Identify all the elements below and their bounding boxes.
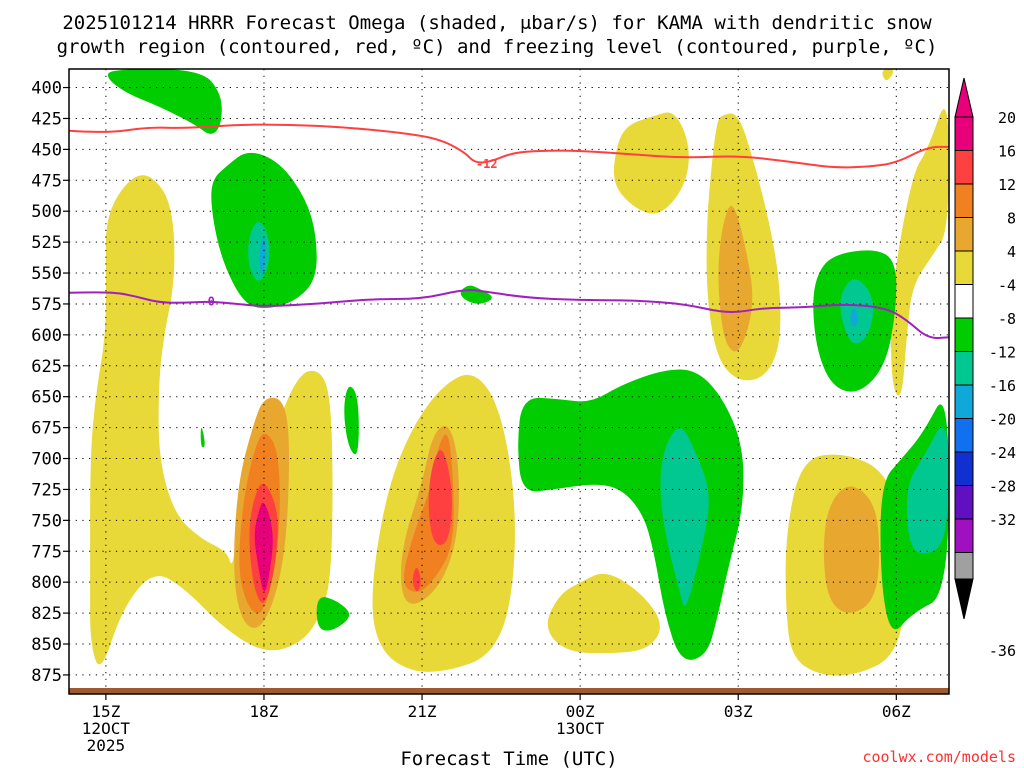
y-tick-label-550: 550 [31, 264, 62, 284]
omega-negative-12-region-1 [850, 308, 859, 327]
colorbar-swatch-1 [954, 150, 974, 185]
colorbar-swatch-13 [954, 552, 974, 580]
colorbar-swatch-5 [954, 284, 974, 319]
colorbar-swatch-8 [954, 384, 974, 419]
chart-title-line1: 2025101214 HRRR Forecast Omega (shaded, … [62, 12, 932, 34]
dendritic-snow-growth-contour [69, 123, 949, 169]
omega-positive-4-region-7 [882, 69, 894, 81]
colorbar-label-6: -8 [998, 310, 1016, 328]
colorbar-label-0: 20 [998, 109, 1016, 127]
y-tick-label-700: 700 [31, 450, 62, 470]
x-tick-label-30-line-0: 06Z [882, 702, 911, 721]
colorbar-label-13: -36 [989, 642, 1016, 660]
omega-positive-4-region-6 [891, 109, 949, 396]
colorbar-swatch-4 [954, 250, 974, 285]
omega-negative-12-region-0 [259, 236, 266, 274]
colorbar-swatch-9 [954, 418, 974, 453]
colorbar-label-12: -32 [989, 511, 1016, 529]
x-tick-label-21-line-0: 21Z [408, 702, 437, 721]
x-tick-label-15-line-2: 2025 [87, 736, 126, 755]
y-tick-label-650: 650 [31, 388, 62, 408]
colorbar-label-3: 8 [1007, 210, 1016, 228]
colorbar-label-2: 12 [998, 176, 1016, 194]
snow-growth-contour-label: -12 [476, 157, 498, 171]
y-axis: 400 425 450 475 500 525 550 575 600 625 650 675 700 7… [31, 79, 69, 686]
colorbar-label-11: -28 [989, 478, 1016, 496]
omega-positive-4-region-2 [547, 573, 660, 654]
x-tick-label-18-line-0: 18Z [250, 702, 279, 721]
x-tick-label-15-line-0: 15Z [91, 702, 120, 721]
colorbar-bottom-arrow [954, 578, 974, 620]
y-tick-label-750: 750 [31, 511, 62, 531]
y-tick-label-725: 725 [31, 480, 62, 500]
y-tick-label-800: 800 [31, 573, 62, 593]
colorbar-label-1: 16 [998, 143, 1016, 161]
y-tick-label-600: 600 [31, 326, 62, 346]
colorbar-swatch-11 [954, 485, 974, 520]
omega-negative-4-region-0 [107, 69, 222, 134]
omega-negative-8-region-2 [840, 279, 874, 344]
y-tick-label-475: 475 [31, 171, 62, 191]
colorbar: 20 16 12 8 4 -4 -8 -12 -16 -20 -24 -28 -32 -36 [954, 77, 1016, 660]
contour-layer: -12 0 [69, 123, 949, 340]
freezing-level-contour [69, 289, 949, 340]
omega-positive-8-region-2 [718, 205, 753, 352]
colorbar-label-5: -4 [998, 277, 1016, 295]
colorbar-swatch-0 [954, 116, 974, 151]
omega-positive-4-region-3 [613, 112, 689, 214]
omega-shading-layer [90, 69, 949, 676]
omega-positive-16-region-2 [412, 567, 421, 592]
y-tick-label-825: 825 [31, 604, 62, 624]
omega-negative-8-region-1 [660, 428, 709, 606]
y-tick-label-425: 425 [31, 109, 62, 129]
omega-positive-16-region-1 [428, 450, 452, 546]
omega-negative-8-region-3 [906, 427, 949, 554]
x-tick-label-15-line-1: 12OCT [82, 719, 131, 738]
freezing-level-contour-label: 0 [208, 294, 215, 308]
y-tick-label-675: 675 [31, 419, 62, 439]
omega-positive-20-region-0 [254, 502, 273, 592]
y-tick-label-525: 525 [31, 233, 62, 253]
colorbar-label-7: -12 [989, 344, 1016, 362]
y-tick-label-450: 450 [31, 140, 62, 160]
colorbar-top-arrow [954, 77, 974, 118]
omega-negative-4-region-2 [344, 386, 359, 455]
terrain-ground-bar [69, 688, 949, 694]
y-tick-label-875: 875 [31, 666, 62, 686]
omega-negative-4-region-5 [460, 285, 492, 304]
colorbar-label-10: -24 [989, 444, 1016, 462]
colorbar-swatch-3 [954, 217, 974, 252]
x-tick-label-27-line-0: 03Z [724, 702, 753, 721]
y-tick-label-400: 400 [31, 79, 62, 99]
colorbar-label-8: -16 [989, 377, 1016, 395]
colorbar-label-4: 4 [1007, 243, 1016, 261]
y-tick-label-575: 575 [31, 295, 62, 315]
x-axis-label: Forecast Time (UTC) [400, 748, 617, 768]
credit-text: coolwx.com/models [862, 748, 1016, 766]
colorbar-swatch-10 [954, 451, 974, 486]
y-tick-label-850: 850 [31, 635, 62, 655]
plot-frame [68, 68, 950, 695]
colorbar-label-9: -20 [989, 411, 1016, 429]
colorbar-swatch-12 [954, 518, 974, 553]
x-tick-label-24-line-0: 00Z [566, 702, 595, 721]
colorbar-swatch-6 [954, 317, 974, 352]
chart-title-line2: growth region (contoured, red, ºC) and f… [57, 36, 938, 58]
y-tick-label-775: 775 [31, 542, 62, 562]
omega-positive-8-region-3 [823, 486, 880, 613]
colorbar-swatch-2 [954, 183, 974, 218]
y-tick-label-500: 500 [31, 202, 62, 222]
omega-negative-4-region-3 [200, 427, 205, 448]
colorbar-swatch-7 [954, 351, 974, 386]
omega-negative-4-region-4 [316, 597, 350, 631]
x-tick-label-24-line-1: 13OCT [556, 719, 605, 738]
y-tick-label-625: 625 [31, 357, 62, 377]
